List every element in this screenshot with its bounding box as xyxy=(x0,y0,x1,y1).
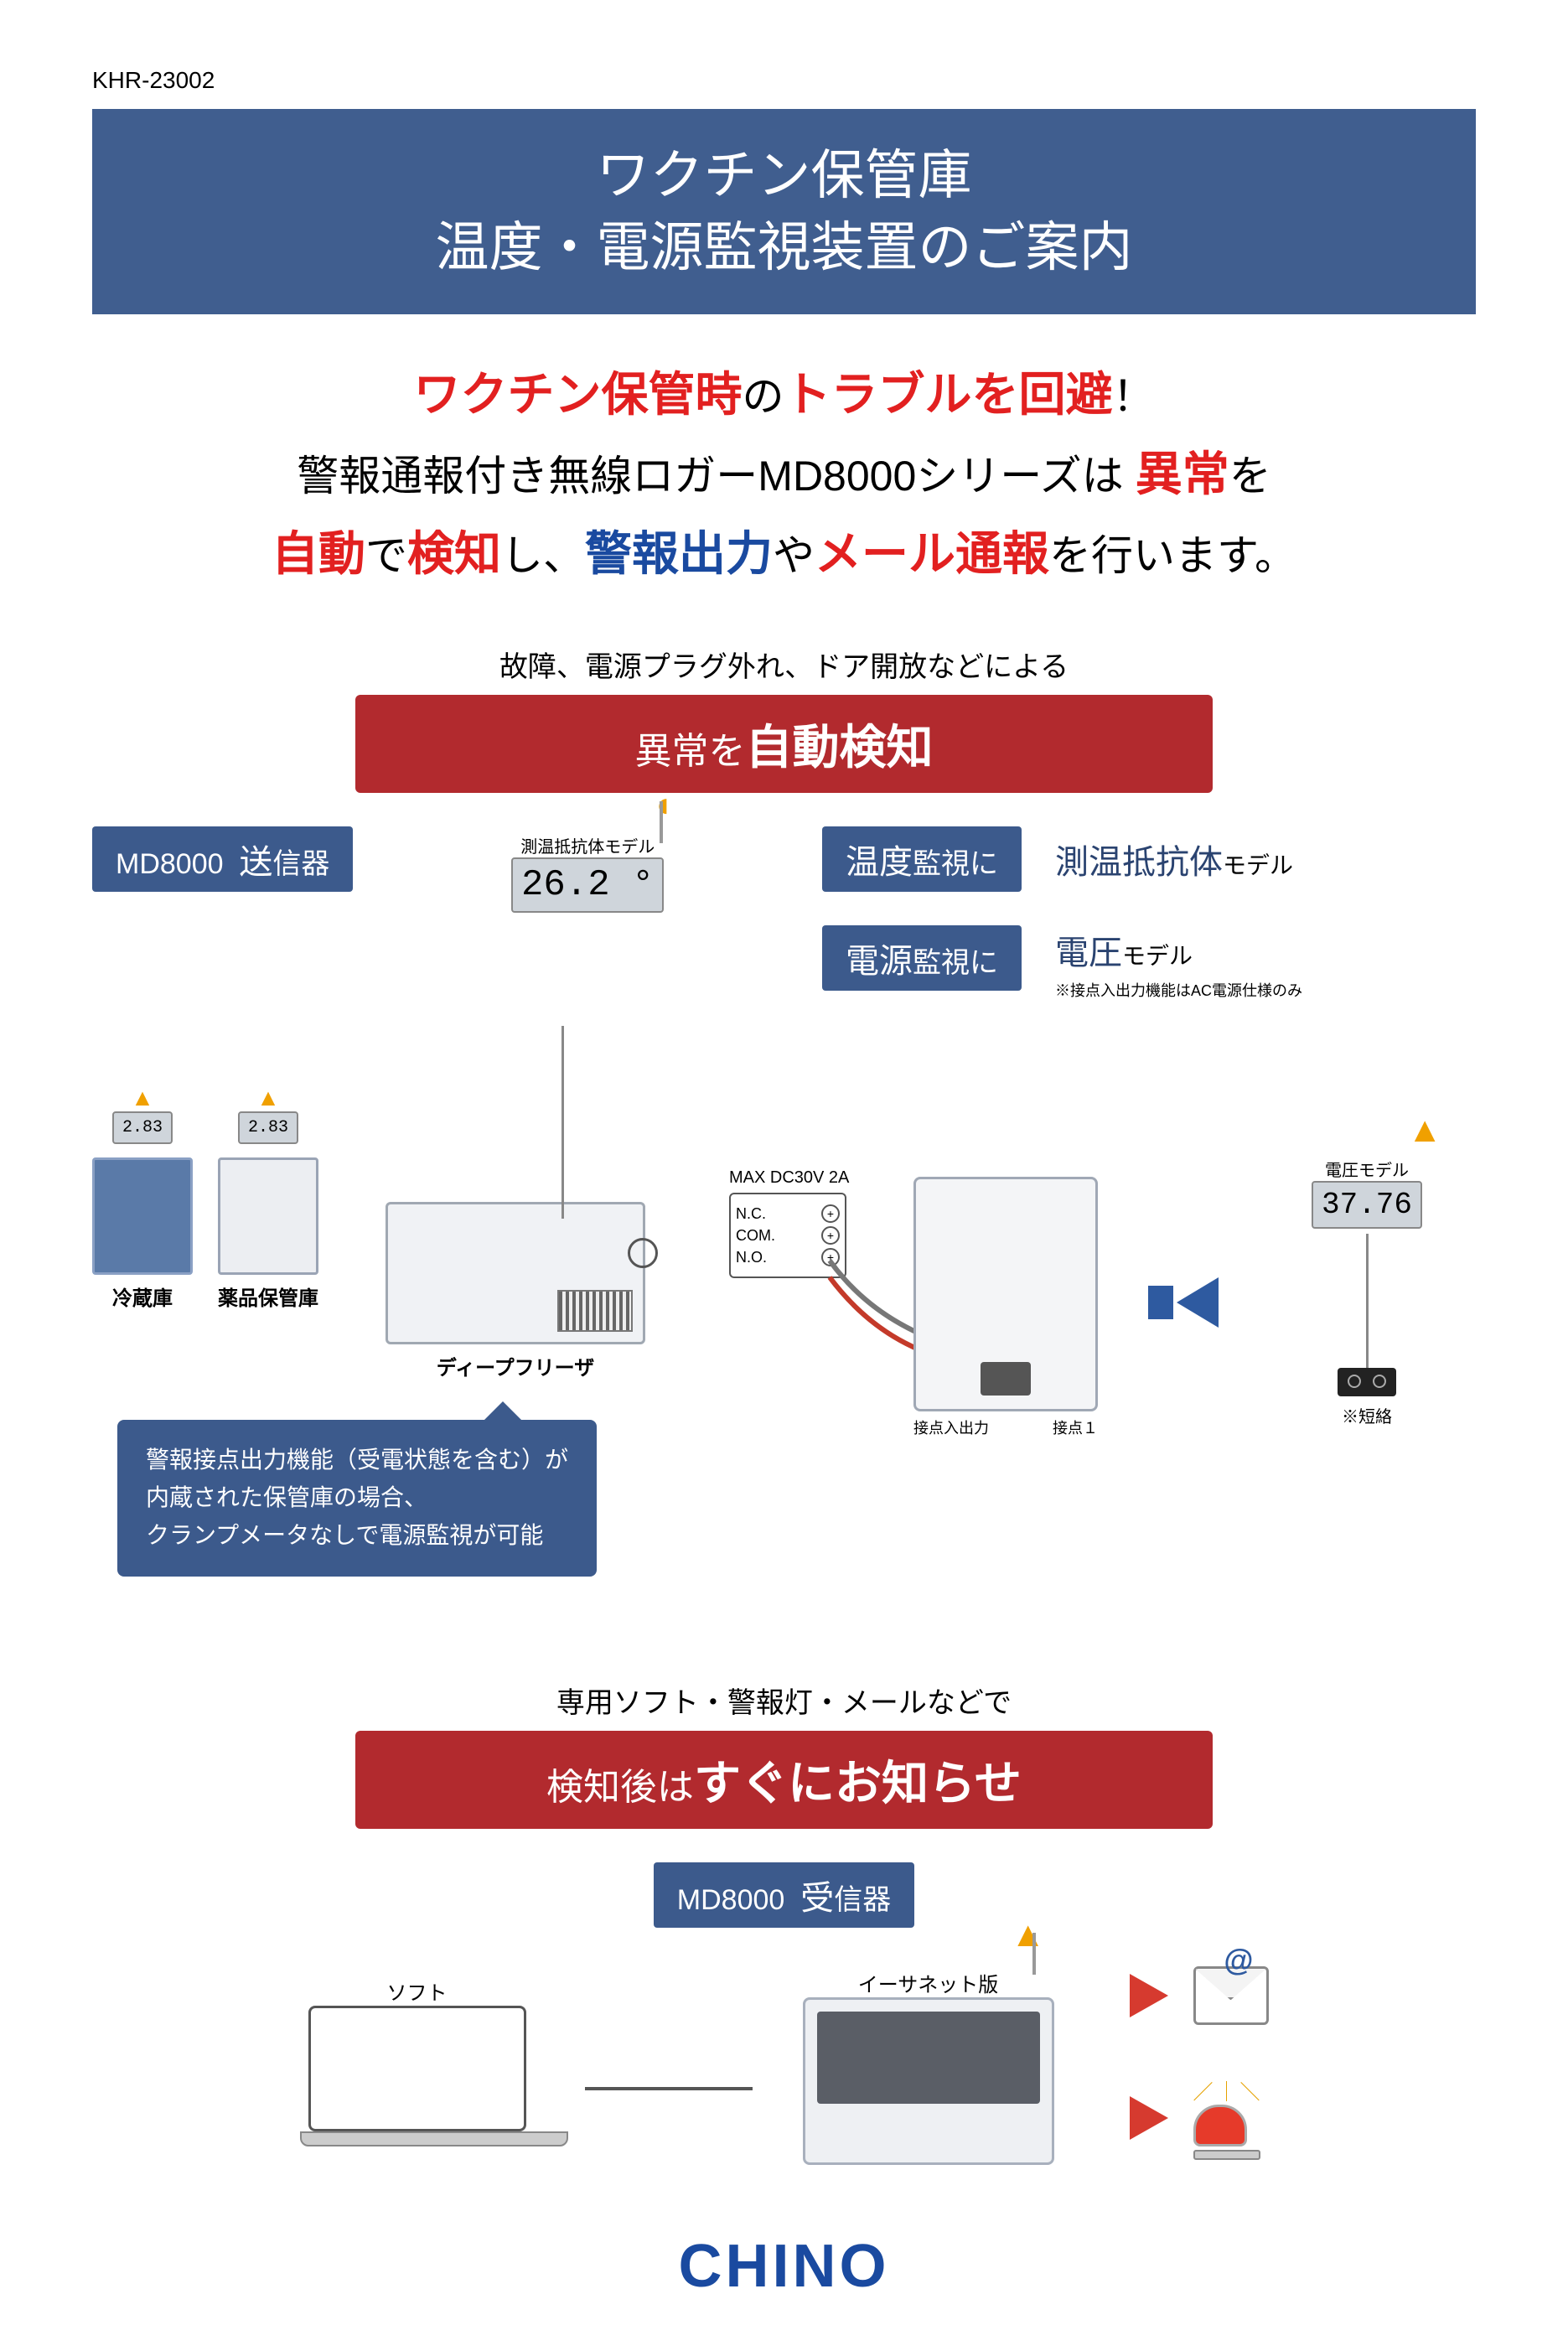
section2-subhead: 専用ソフト・警報灯・メールなどで xyxy=(92,1680,1476,1721)
conn-out-label: 接点入出力 xyxy=(913,1416,989,1438)
mini-lcd-1: 2.83 xyxy=(112,1111,173,1144)
freezer-caption: ディープフリーザ xyxy=(386,1351,645,1380)
hero-l2c: を xyxy=(1229,453,1271,500)
volt-img-caption: 電圧モデル xyxy=(1258,1157,1476,1181)
term-nc: N.C. xyxy=(736,1205,766,1223)
conn-in-label: 接点１ xyxy=(1053,1416,1098,1438)
s1-banner-a: 異常を xyxy=(634,731,745,772)
wifi-icon-volt: ▲ xyxy=(1258,1110,1476,1150)
interface-unit-drawing xyxy=(913,1177,1098,1411)
s2-banner-a: 検知後は xyxy=(546,1767,694,1808)
section2-banner: 検知後はすぐにお知らせ xyxy=(355,1731,1214,1829)
medbox-caption: 薬品保管庫 xyxy=(218,1282,318,1311)
rtd-model-b: モデル xyxy=(1223,852,1293,878)
s1-banner-b: 自動検知 xyxy=(745,721,933,774)
chino-logo: CHINO xyxy=(92,2232,1476,2301)
pm-a: 電源 xyxy=(846,943,913,980)
term-no: N.O. xyxy=(736,1249,767,1266)
soft-caption: ソフト xyxy=(300,1976,535,2006)
ethernet-cable xyxy=(585,2087,753,2090)
wifi-icon-small2: ▲ xyxy=(218,1085,318,1111)
callout-l1: 警報接点出力機能（受電状態を含む）が xyxy=(146,1442,568,1479)
rx-a: MD8000 xyxy=(677,1884,785,1916)
section1-subhead: 故障、電源プラグ外れ、ドア開放などによる xyxy=(92,644,1476,685)
rx-b: 受 xyxy=(800,1880,834,1917)
hero-l3b: で xyxy=(365,532,407,579)
deep-freezer-drawing xyxy=(386,1202,645,1344)
red-arrow-icon xyxy=(1130,1974,1168,2017)
rtd-img-caption: 測温抵抗体モデル xyxy=(479,833,696,857)
hero-l3c: 検知 xyxy=(407,527,501,580)
alarm-light-icon xyxy=(1193,2105,1247,2146)
rtd-model-a: 測温抵抗体 xyxy=(1055,844,1223,881)
alarm-rays-icon: ／｜＼ xyxy=(1193,2075,1264,2105)
eth-caption: イーサネット版 xyxy=(803,1968,1054,1997)
wifi-icon-small: ▲ xyxy=(92,1085,193,1111)
transmitter-label: MD8000 送信器 xyxy=(92,826,353,892)
power-monitor-badge: 電源監視に xyxy=(822,925,1022,991)
laptop-drawing xyxy=(300,2006,535,2157)
freezer-vent xyxy=(557,1290,633,1332)
wifi-icon-rx: ▲ xyxy=(1011,1914,1046,1955)
tx-b: 送 xyxy=(239,844,272,881)
temp-monitor-badge: 温度監視に xyxy=(822,826,1022,892)
hero-l3a: 自動 xyxy=(272,527,365,580)
hero-red2: トラブルを回避 xyxy=(784,368,1113,421)
callout-l2: 内蔵された保管庫の場合、 xyxy=(146,1479,568,1517)
rx-c: 信器 xyxy=(834,1884,891,1916)
probe-cable xyxy=(561,1026,564,1219)
hero-l3f: や xyxy=(773,532,815,579)
document-id: KHR-23002 xyxy=(92,67,1476,94)
mini-lcd-2: 2.83 xyxy=(238,1111,298,1144)
title-line2: 温度・電源監視装置のご案内 xyxy=(92,211,1476,283)
medbox-drawing xyxy=(218,1157,318,1275)
at-sign-icon: @ xyxy=(1224,1943,1253,1978)
section1-banner: 異常を自動検知 xyxy=(355,695,1214,793)
s2-banner-b: すぐにお知らせ xyxy=(694,1757,1022,1810)
title-line1: ワクチン保管庫 xyxy=(92,139,1476,211)
fridge-caption: 冷蔵庫 xyxy=(92,1282,193,1311)
terminal-header: MAX DC30V 2A xyxy=(729,1168,849,1188)
volt-device-lcd: 37.76 xyxy=(1312,1181,1422,1229)
hero-t2: ！ xyxy=(1113,373,1155,420)
clamp-drawing xyxy=(1338,1368,1396,1396)
volt-cable xyxy=(1366,1234,1369,1368)
tx-c: 信器 xyxy=(272,848,329,880)
receiver-label: MD8000 受信器 xyxy=(654,1862,914,1928)
volt-model-a: 電圧 xyxy=(1055,935,1122,971)
hero-l2a: 警報通報付き無線ロガーMD8000シリーズは xyxy=(297,453,1135,500)
rtd-device-lcd: 26.2 ° xyxy=(511,857,664,913)
receiver-device-drawing xyxy=(803,1997,1054,2165)
hero-l3e: 警報出力 xyxy=(585,527,773,580)
hero-l3h: を行います。 xyxy=(1049,532,1296,579)
callout-bubble: 警報接点出力機能（受電状態を含む）が 内蔵された保管庫の場合、 クランプメータな… xyxy=(117,1420,597,1576)
volt-model-b: モデル xyxy=(1122,943,1193,969)
hero-t1: の xyxy=(743,373,784,420)
hero-copy: ワクチン保管時のトラブルを回避！ 警報通報付き無線ロガーMD8000シリーズは … xyxy=(92,355,1476,594)
pm-b: 監視に xyxy=(913,947,998,979)
hero-l3g: メール通報 xyxy=(815,527,1049,580)
tx-a: MD8000 xyxy=(116,848,224,880)
title-banner: ワクチン保管庫 温度・電源監視装置のご案内 xyxy=(92,109,1476,314)
callout-l3: クランプメータなしで電源監視が可能 xyxy=(146,1517,568,1555)
term-com: COM. xyxy=(736,1227,775,1245)
tm-a: 温度 xyxy=(846,844,913,881)
hero-l2b: 異常 xyxy=(1136,448,1229,500)
receiver-diagram: ソフト ▲ イーサネット版 xyxy=(92,1961,1476,2165)
fridge-drawing xyxy=(92,1157,193,1275)
red-arrow-icon xyxy=(1130,2096,1168,2140)
blue-arrow-icon xyxy=(1177,1277,1219,1328)
system-diagram: ▲ 2.83 冷蔵庫 ▲ 2.83 薬品保管庫 ディープフリーザ MA xyxy=(92,1026,1476,1629)
tm-b: 監視に xyxy=(913,848,998,880)
hero-l3d: し、 xyxy=(501,532,585,579)
volt-note: ※接点入出力機能はAC電源仕様のみ xyxy=(1055,979,1476,1001)
connector-circle-icon xyxy=(628,1238,658,1268)
short-note: ※短絡 xyxy=(1258,1403,1476,1427)
hero-red1: ワクチン保管時 xyxy=(414,368,743,421)
